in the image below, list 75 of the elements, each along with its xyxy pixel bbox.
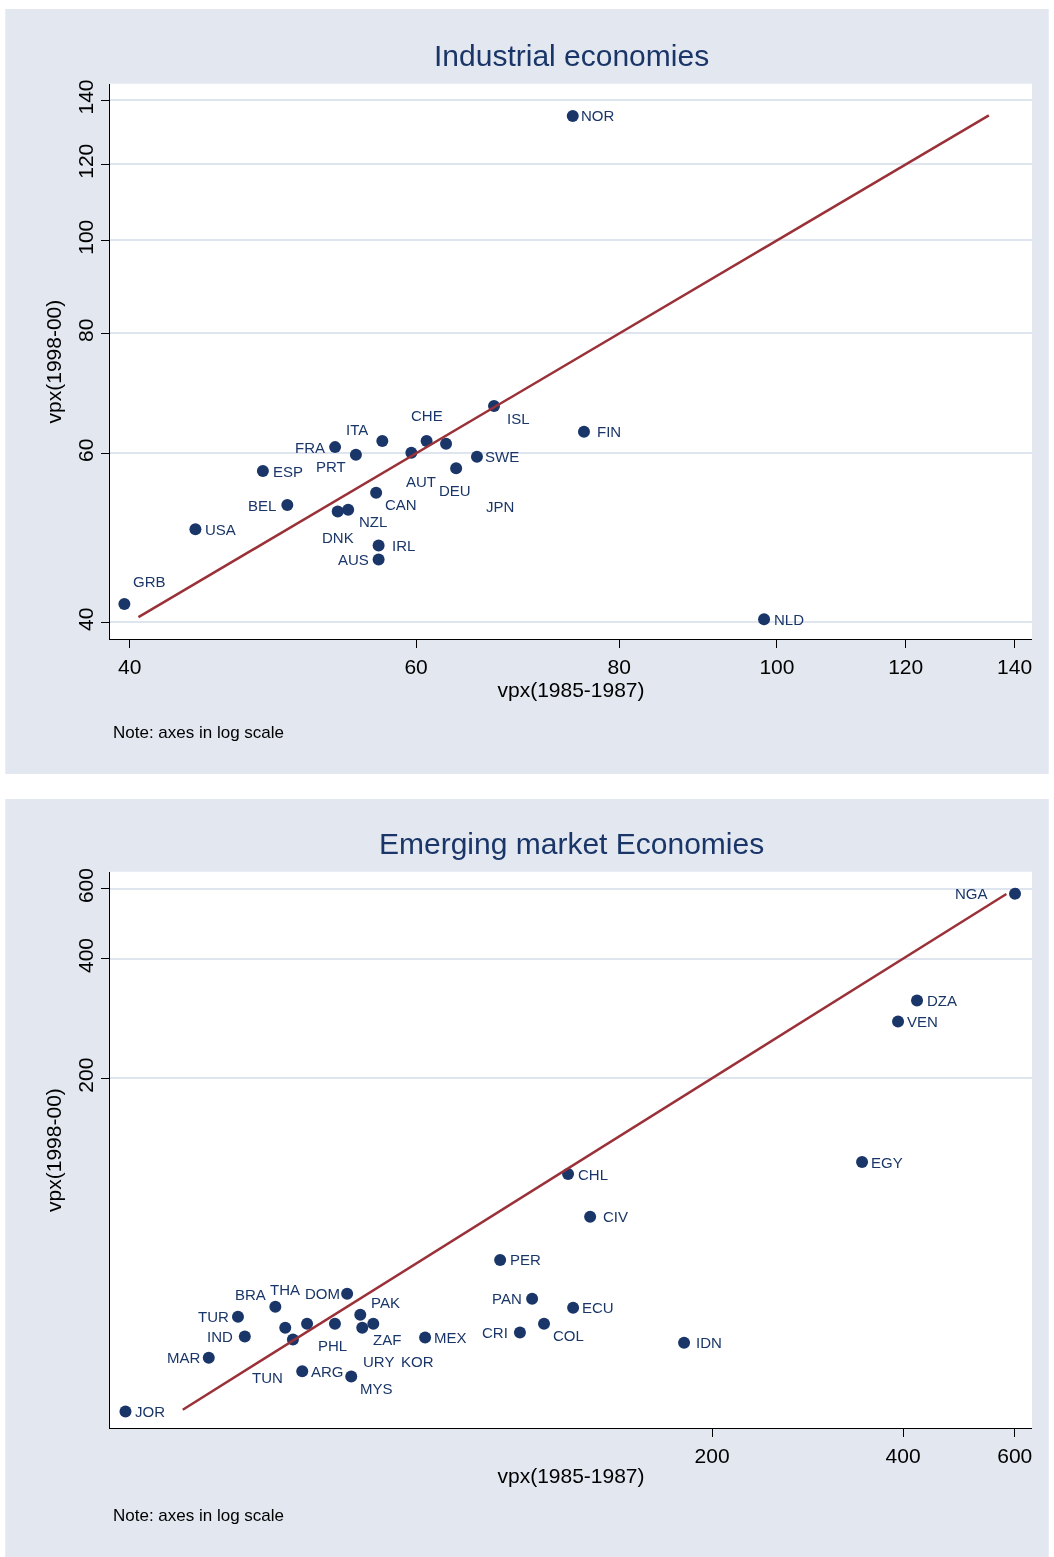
y-tick-label: 600 — [73, 868, 97, 904]
annotation: IRL — [392, 537, 416, 554]
annotation: CRI — [482, 1324, 508, 1341]
x-tick-label: 200 — [694, 1443, 730, 1467]
text: Note: axes in log scale — [113, 1506, 285, 1525]
annotation: THA — [270, 1281, 300, 1298]
annotation: CIV — [603, 1208, 629, 1225]
annotation: ECU — [582, 1299, 614, 1316]
annotation: PER — [510, 1251, 542, 1268]
y-tick-label: 100 — [73, 219, 97, 255]
x-axis-title: vpx(1985-1987) — [497, 1463, 645, 1487]
annotation: IDN — [696, 1334, 722, 1351]
annotation: TUR — [198, 1308, 229, 1325]
annotation: FRA — [295, 439, 325, 456]
annotation: CHE — [411, 407, 443, 424]
y-tick-label: 60 — [73, 438, 97, 462]
x-tick-label: 120 — [888, 654, 924, 678]
x-tick-label: 40 — [118, 654, 142, 678]
annotation: USA — [205, 521, 236, 538]
annotation: PAK — [371, 1294, 400, 1311]
y-tick-label: 200 — [73, 1057, 97, 1093]
annotation: ESP — [273, 463, 304, 480]
chart-title: Emerging market Economies — [379, 827, 765, 860]
annotation: ZAF — [373, 1331, 402, 1348]
annotation: PRT — [316, 458, 346, 475]
annotation: ISL — [507, 410, 530, 427]
y-tick-label: 140 — [73, 79, 97, 115]
annotation: MEX — [434, 1329, 467, 1346]
text: Note: axes in log scale — [113, 723, 285, 742]
annotation: SWE — [485, 448, 520, 465]
annotation: GRB — [133, 573, 166, 590]
annotation: BEL — [248, 497, 277, 514]
annotation: CAN — [385, 496, 417, 513]
annotation: TUN — [252, 1369, 283, 1386]
annotation: KOR — [401, 1353, 434, 1370]
annotation: MYS — [360, 1380, 393, 1397]
x-tick-label: 600 — [997, 1443, 1033, 1467]
annotation: AUS — [338, 551, 369, 568]
annotation: IND — [207, 1328, 233, 1345]
annotation: DZA — [927, 992, 957, 1009]
y-tick-label: 400 — [73, 937, 97, 974]
x-axis-title: vpx(1985-1987) — [497, 677, 645, 701]
y-axis-title: vpx(1998-00) — [41, 299, 65, 424]
annotation: JOR — [135, 1403, 166, 1420]
annotation: DEU — [439, 482, 471, 499]
chart-title: Industrial economies — [434, 39, 710, 72]
annotation: PAN — [492, 1290, 522, 1307]
y-tick-label: 40 — [73, 607, 97, 631]
x-tick-label: 400 — [885, 1443, 921, 1467]
x-tick-label: 80 — [607, 654, 631, 678]
annotation: BRA — [235, 1286, 266, 1303]
annotation: COL — [553, 1327, 584, 1344]
annotation: JPN — [486, 498, 515, 515]
x-tick-label: 60 — [404, 654, 428, 678]
annotation: AUT — [406, 473, 436, 490]
annotation: DOM — [305, 1285, 340, 1302]
annotation: DNK — [322, 529, 354, 546]
annotation: VEN — [907, 1013, 938, 1030]
annotation: NOR — [581, 107, 615, 124]
y-tick-label: 80 — [73, 318, 97, 342]
annotation: MAR — [167, 1349, 201, 1366]
y-tick-label: 120 — [73, 143, 97, 179]
annotation: ITA — [346, 421, 369, 438]
annotation: NGA — [955, 885, 988, 902]
annotation: FIN — [597, 423, 622, 440]
x-tick-label: 100 — [759, 654, 795, 678]
x-tick-label: 140 — [997, 654, 1033, 678]
annotation: NLD — [774, 611, 805, 628]
annotation: CHL — [578, 1166, 609, 1183]
y-axis-title: vpx(1998-00) — [41, 1088, 65, 1212]
annotation: EGY — [871, 1154, 903, 1171]
annotation: URY — [363, 1353, 395, 1370]
annotation: PHL — [318, 1337, 348, 1354]
annotation: ARG — [311, 1363, 344, 1380]
annotation: NZL — [359, 513, 388, 530]
